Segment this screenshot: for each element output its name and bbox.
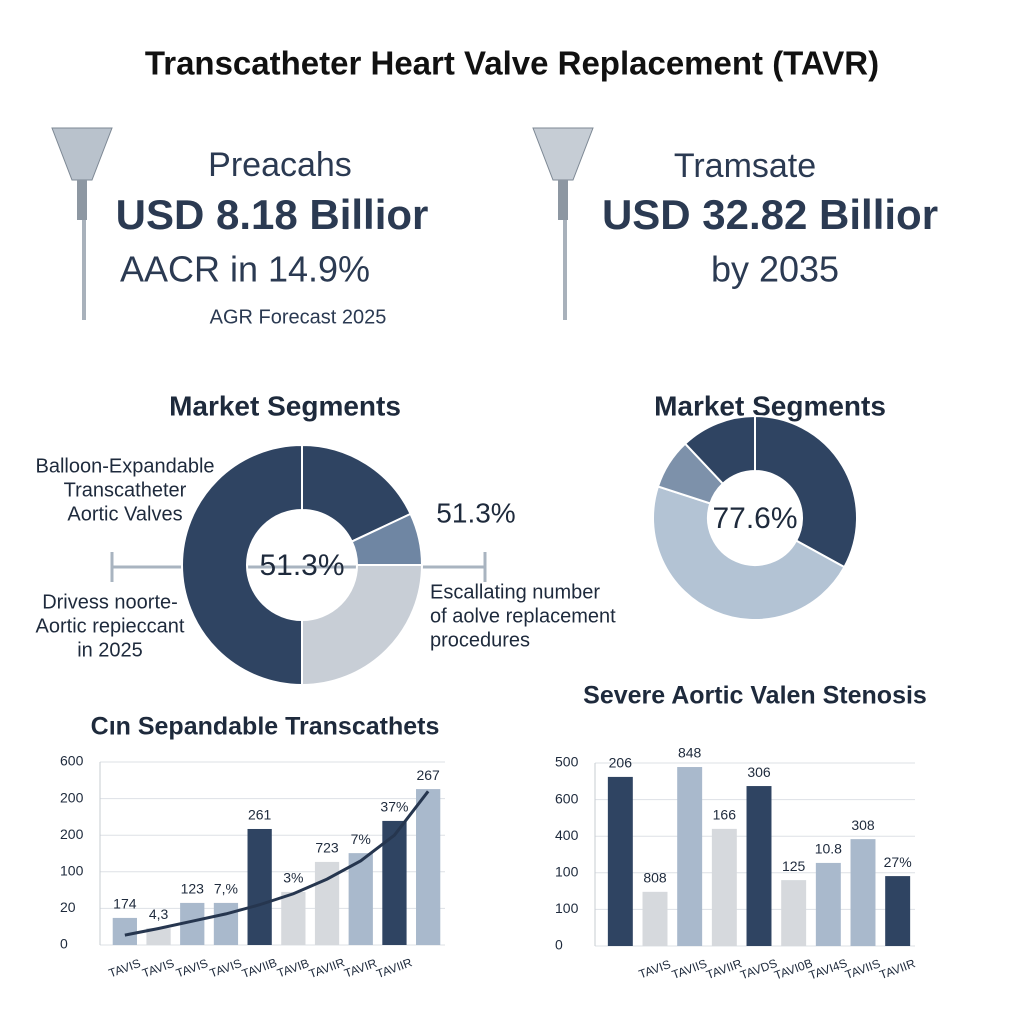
x-tick-label: TAVIS	[107, 956, 143, 980]
y-tick-label: 200	[60, 789, 84, 805]
card-value: USD 32.82 Billior	[602, 191, 938, 238]
x-tick-label: TAVIIR	[374, 955, 414, 981]
bar	[213, 902, 239, 945]
bar	[281, 891, 306, 945]
bar	[642, 891, 668, 946]
bar-label: 308	[851, 817, 875, 833]
pie-slice	[301, 564, 424, 687]
x-tick-label: TAVIS	[174, 956, 210, 980]
bar	[146, 928, 171, 945]
annotation: 51.3%	[436, 497, 515, 528]
x-tick-label: TAVIIR	[878, 956, 918, 982]
pie-slice	[754, 414, 858, 569]
chart-title: Cın Sepandable Transcathets	[91, 713, 440, 741]
bar-label: 723	[315, 840, 339, 856]
x-tick-label: TAVIIS	[843, 956, 882, 982]
x-tick-label: TAVIIR	[307, 955, 347, 981]
card-heading: Preacahs	[208, 146, 352, 184]
bar-label: 174	[113, 896, 137, 912]
x-tick-label: TAVIR	[342, 956, 379, 981]
bar-label: 206	[609, 755, 633, 771]
bar-label: 267	[416, 767, 440, 783]
annotation: in 2025	[77, 639, 143, 661]
bar-label: 7%	[351, 831, 371, 847]
bar	[711, 828, 737, 946]
annotation: procedures	[430, 629, 530, 651]
annotation: of aolve replacement	[430, 605, 616, 627]
y-tick-label: 0	[60, 936, 68, 952]
bar-label: 848	[678, 745, 702, 761]
bar-label: 261	[248, 807, 272, 823]
y-tick-label: 500	[555, 754, 579, 770]
bar	[677, 767, 703, 946]
bar	[885, 876, 911, 946]
card-heading: Tramsate	[674, 147, 816, 185]
annotation: Escallating number	[430, 581, 600, 603]
y-tick-label: 200	[60, 826, 84, 842]
y-tick-label: 100	[555, 864, 579, 880]
valve-icon	[532, 127, 594, 320]
bar	[781, 880, 807, 946]
x-tick-label: TAVIB	[275, 956, 311, 980]
bar	[382, 820, 407, 945]
bar-label: 3%	[283, 870, 303, 886]
center-label: 51.3%	[259, 549, 344, 582]
x-tick-label: TAVIIB	[240, 955, 279, 981]
annotation: Aortic Valves	[67, 503, 182, 525]
y-tick-label: 100	[555, 900, 579, 916]
valve-icon	[51, 127, 113, 320]
card-detail: AACR in 14.9%	[120, 249, 370, 290]
pie-slice	[683, 414, 756, 486]
bar-label: 27%	[884, 854, 912, 870]
chart-title: Severe Aortic Valen Stenosis	[583, 682, 927, 710]
card-note: AGR Forecast 2025	[210, 306, 387, 328]
pie-slice	[652, 485, 846, 621]
y-tick-label: 0	[555, 937, 563, 953]
trend-line	[124, 790, 430, 937]
bar-label: 306	[747, 764, 771, 780]
bar-label: 7,%	[214, 881, 238, 897]
x-tick-label: TAVIIS	[670, 956, 709, 982]
pie-slice	[181, 443, 303, 687]
bar	[416, 789, 441, 945]
x-tick-label: TAVIS	[208, 956, 244, 980]
bar-label: 125	[782, 858, 806, 874]
bar	[112, 917, 137, 945]
bar-label: 166	[713, 807, 737, 823]
bar	[815, 862, 841, 946]
card-detail: by 2035	[711, 249, 839, 290]
y-tick-label: 600	[555, 790, 579, 806]
bar	[348, 853, 373, 945]
bar	[607, 776, 633, 946]
bar-label: 37%	[380, 799, 408, 815]
x-tick-label: TAVIS	[140, 956, 176, 980]
annotation: Drivess noorte-	[42, 591, 178, 613]
annotation: Aortic repieccant	[36, 615, 185, 637]
center-label: 77.6%	[712, 502, 797, 535]
page-title: Transcatheter Heart Valve Replacement (T…	[145, 45, 879, 82]
chart-title: Market Segments	[169, 390, 401, 421]
y-tick-label: 20	[60, 899, 76, 915]
annotation: Balloon-Expandable	[35, 455, 214, 477]
bar-label: 808	[643, 870, 667, 886]
bar	[247, 828, 272, 945]
bar	[746, 786, 772, 946]
x-tick-label: TAVIS	[637, 957, 673, 981]
bar-label: 123	[181, 881, 205, 897]
annotation: Transcatheter	[64, 479, 187, 501]
bar-label: 10.8	[815, 841, 842, 857]
bar	[850, 839, 876, 946]
y-tick-label: 100	[60, 863, 84, 879]
y-tick-label: 600	[60, 753, 84, 769]
card-value: USD 8.18 Billior	[116, 191, 429, 238]
bar-label: 4,3	[149, 906, 169, 922]
y-tick-label: 400	[555, 827, 579, 843]
